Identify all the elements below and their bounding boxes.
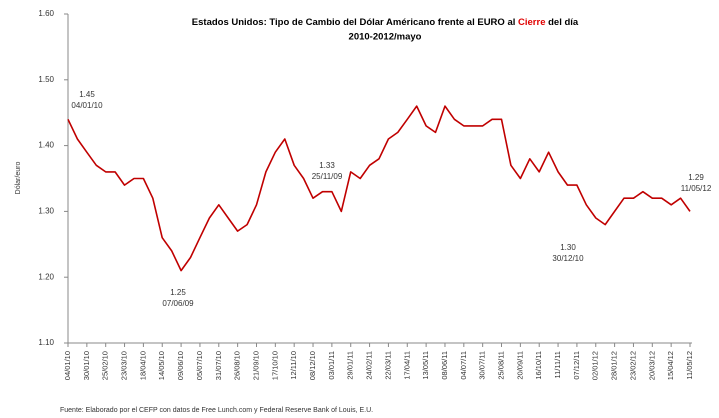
x-tick-label: 20/03/12 [647, 351, 656, 380]
x-tick-label: 26/08/10 [233, 351, 242, 380]
x-tick-label: 11/05/12 [685, 351, 694, 380]
annotation-value: 1.30 [560, 243, 576, 252]
x-tick-label: 21/09/10 [251, 351, 260, 380]
x-tick-label: 25/08/11 [496, 351, 505, 380]
source-note: Fuente: Elaborado por el CEFP con datos … [60, 407, 373, 414]
annotation-value: 1.45 [79, 90, 95, 99]
annotation-date: 25/11/09 [312, 172, 343, 181]
x-tick-label: 08/12/10 [308, 351, 317, 380]
title-part: Estados Unidos: Tipo de Cambio del Dólar… [192, 17, 518, 28]
x-tick-label: 18/04/10 [138, 351, 147, 380]
x-tick-label: 02/01/12 [591, 351, 600, 380]
x-tick-label: 30/07/11 [478, 351, 487, 380]
x-tick-label: 03/01/11 [327, 351, 336, 380]
x-tick-label: 20/09/11 [515, 351, 524, 380]
title-part: del día [545, 17, 578, 28]
x-tick-label: 08/06/11 [440, 351, 449, 380]
x-tick-label: 22/03/11 [383, 351, 392, 380]
y-tick-label: 1.60 [38, 9, 54, 18]
x-tick-label: 23/02/12 [628, 351, 637, 380]
x-tick-label: 29/01/11 [346, 351, 355, 380]
x-tick-label: 07/12/11 [572, 351, 581, 380]
title-highlight: Cierre [518, 17, 545, 28]
chart-subtitle: 2010-2012/mayo [349, 32, 422, 43]
annotation-date: 11/05/12 [681, 184, 712, 193]
series-line [67, 105, 691, 272]
y-tick-label: 1.50 [38, 75, 54, 84]
x-tick-label: 30/01/10 [82, 351, 91, 380]
x-tick-label: 24/02/11 [365, 351, 374, 380]
y-tick-label: 1.20 [38, 272, 54, 281]
x-tick-label: 12/11/10 [289, 351, 298, 380]
x-tick-label: 14/05/10 [157, 351, 166, 380]
chart-title: Estados Unidos: Tipo de Cambio del Dólar… [192, 17, 579, 28]
annotation-value: 1.25 [170, 288, 186, 297]
x-tick-label: 15/04/12 [666, 351, 675, 380]
x-tick-label: 28/01/12 [610, 351, 619, 380]
y-tick-label: 1.10 [38, 338, 54, 347]
annotation-value: 1.33 [319, 161, 335, 170]
x-tick-label: 04/01/10 [63, 351, 72, 380]
x-tick-label: 16/10/11 [534, 351, 543, 380]
annotation-date: 07/06/09 [162, 299, 194, 308]
x-tick-label: 05/07/10 [195, 351, 204, 380]
x-tick-label: 11/11/11 [553, 351, 562, 379]
annotation-value: 1.29 [688, 173, 704, 182]
x-tick-label: 09/06/10 [176, 351, 185, 380]
x-tick-label: 31/07/10 [214, 351, 223, 380]
annotation-date: 30/12/10 [552, 254, 584, 263]
x-tick-label: 25/02/10 [101, 351, 110, 380]
x-tick-label: 13/05/11 [421, 351, 430, 380]
x-tick-label: 04/07/11 [459, 351, 468, 380]
x-tick-label: 17/10/10 [270, 351, 279, 380]
y-tick-label: 1.30 [38, 207, 54, 216]
annotation-date: 04/01/10 [71, 101, 103, 110]
y-tick-label: 1.40 [38, 141, 54, 150]
x-tick-label: 23/03/10 [120, 351, 129, 380]
y-axis-label: Dólar/euro [15, 162, 22, 195]
x-tick-label: 17/04/11 [402, 351, 411, 380]
